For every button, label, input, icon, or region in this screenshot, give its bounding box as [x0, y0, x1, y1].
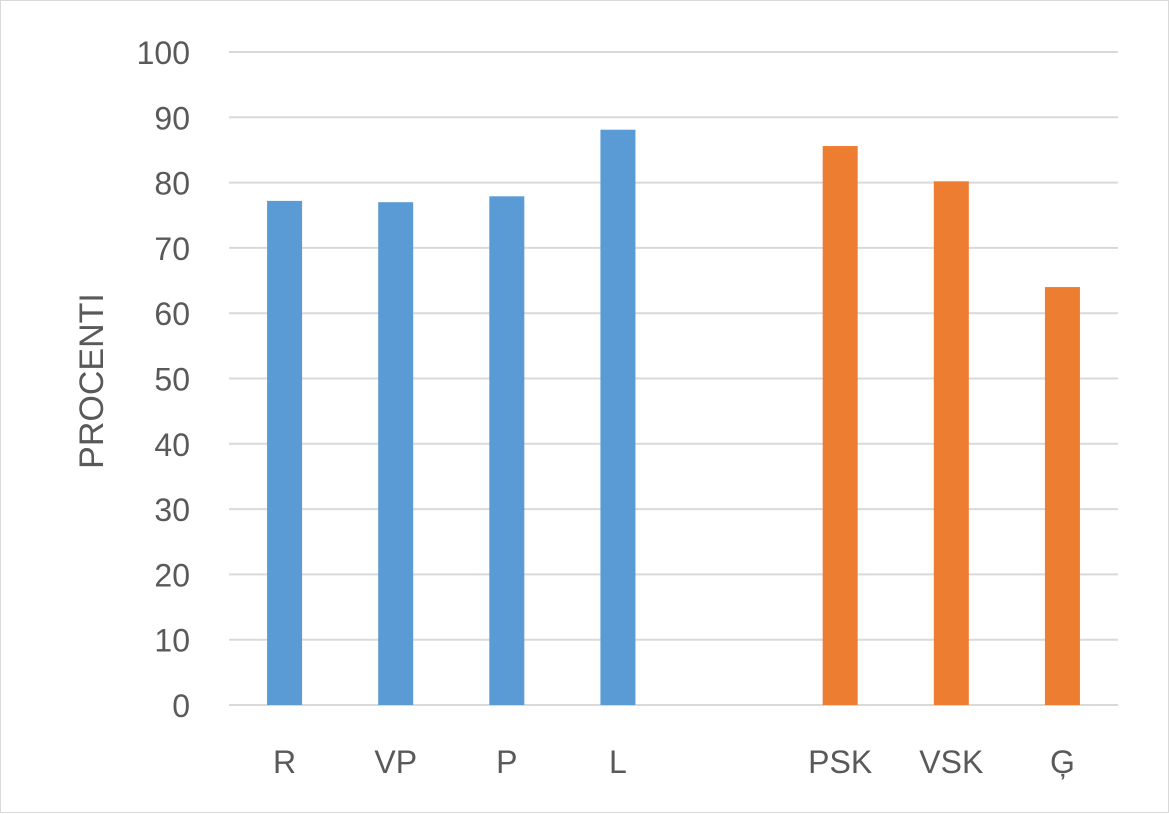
- y-tick-label: 90: [154, 100, 190, 136]
- x-tick-labels: R VP P L PSK VSK Ģ: [273, 744, 1075, 780]
- bar-VSK: [933, 181, 969, 705]
- y-tick-label: 70: [154, 231, 190, 267]
- y-tick-label: 10: [154, 623, 190, 659]
- x-tick-label: L: [609, 744, 627, 780]
- y-tick-label: 40: [154, 427, 190, 463]
- y-tick-label: 80: [154, 166, 190, 202]
- x-tick-label: P: [496, 744, 517, 780]
- bar-Ģ: [1044, 287, 1080, 705]
- x-tick-label: VSK: [919, 744, 983, 780]
- y-tick-labels: 0 10 20 30 40 50 60 70 80 90 100: [137, 35, 190, 724]
- bars: [267, 129, 1080, 706]
- y-tick-label: 50: [154, 362, 190, 398]
- y-tick-label: 60: [154, 296, 190, 332]
- bar-VP: [378, 202, 414, 705]
- bar-R: [267, 200, 303, 705]
- y-tick-label: 30: [154, 492, 190, 528]
- y-axis-label: PROCENTI: [73, 293, 111, 469]
- x-tick-label: PSK: [808, 744, 872, 780]
- y-tick-label: 100: [137, 35, 190, 71]
- x-tick-label: R: [273, 744, 296, 780]
- bar-PSK: [822, 146, 858, 706]
- bar-L: [600, 129, 636, 705]
- gridlines: [229, 51, 1118, 706]
- x-tick-label: Ģ: [1050, 744, 1075, 780]
- bar-P: [489, 196, 525, 706]
- x-tick-label: VP: [374, 744, 417, 780]
- y-tick-label: 0: [172, 688, 190, 724]
- y-tick-label: 20: [154, 557, 190, 593]
